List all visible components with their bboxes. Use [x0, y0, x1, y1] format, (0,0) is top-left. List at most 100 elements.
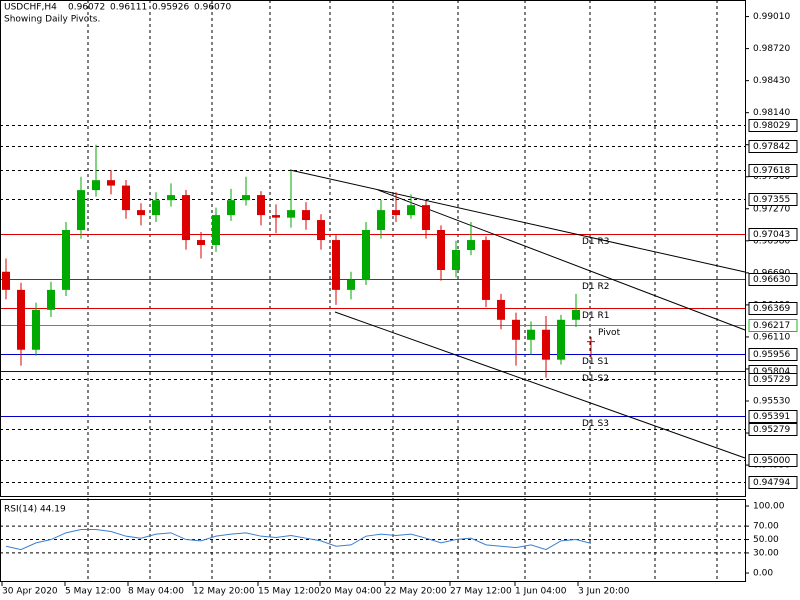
candle-body: [557, 319, 565, 360]
candle-body: [377, 210, 385, 230]
price-box-label: 0.98029: [753, 121, 790, 131]
candle-body: [542, 329, 550, 360]
price-box-label: 0.96369: [753, 304, 790, 314]
rsi-tick-label: 70.00: [753, 522, 779, 532]
x-tick-label: 15 May 12:00: [258, 587, 320, 597]
candle-body: [47, 289, 55, 310]
ohlc-open: 0.96072: [68, 3, 105, 13]
candle-body: [122, 185, 130, 211]
y-tick-label: 0.98140: [753, 108, 790, 118]
level-name: D1 S3: [582, 419, 609, 429]
price-box: [748, 273, 798, 286]
x-tick-label: 3 Jun 20:00: [578, 587, 630, 597]
price-box: [748, 454, 798, 467]
candle-body: [317, 220, 325, 241]
price-box-label: 0.97842: [753, 142, 790, 152]
candle-body: [497, 299, 505, 320]
price-box: [748, 348, 798, 361]
candle-body: [512, 319, 520, 340]
candle-body: [407, 205, 415, 216]
price-box: [748, 119, 798, 132]
price-box-label: 0.97355: [753, 195, 790, 205]
candle-body: [452, 249, 460, 270]
price-box-label: 0.97618: [753, 166, 790, 176]
candle-body: [362, 229, 370, 280]
candle-body: [62, 229, 70, 290]
candle-body: [482, 240, 490, 300]
y-tick-label: 0.99010: [753, 12, 790, 22]
vertical-grid: [87, 0, 718, 582]
rsi-tick-label: 30.00: [753, 548, 779, 558]
candle-body: [242, 195, 250, 201]
candle-body: [107, 180, 115, 186]
price-box-label: 0.94794: [753, 478, 790, 488]
candle-body: [17, 289, 25, 350]
price-box: [748, 164, 798, 177]
candle-body: [467, 240, 475, 250]
candle-body: [347, 279, 355, 290]
candle-body: [287, 210, 295, 218]
x-tick-label: 27 May 12:00: [450, 587, 512, 597]
rsi-tick-label: 100.00: [753, 502, 785, 512]
rsi-line: [5, 528, 592, 551]
candle-body: [587, 341, 595, 343]
price-box: [748, 373, 798, 386]
candle-body: [302, 210, 310, 221]
ohlc-low: 0.95926: [152, 3, 189, 13]
candle-body: [257, 195, 265, 216]
price-box-label: 0.95956: [753, 350, 790, 360]
price-box: [748, 319, 798, 332]
y-tick-label: 0.95530: [753, 396, 790, 406]
ohlc-close: 0.96070: [194, 3, 231, 13]
price-box: [748, 302, 798, 315]
level-name: D1 R1: [582, 311, 610, 321]
price-box-label: 0.96217: [753, 321, 790, 331]
y-tick-label: 0.98430: [753, 76, 790, 86]
y-tick-label: 0.96110: [753, 332, 790, 342]
candle-body: [227, 200, 235, 216]
candle-body: [182, 195, 190, 241]
candle-body: [152, 200, 160, 216]
candle-body: [212, 215, 220, 246]
pivot-note: Showing Daily Pivots.: [4, 15, 100, 25]
price-box-label: 0.95729: [753, 375, 790, 385]
x-tick-label: 20 May 04:00: [320, 587, 382, 597]
candle-body: [32, 309, 40, 350]
candle-body: [527, 329, 535, 340]
candle-body: [572, 309, 580, 320]
price-box: [748, 140, 798, 153]
x-tick-label: 30 Apr 2020: [2, 587, 58, 597]
price-box: [748, 228, 798, 241]
price-box: [748, 193, 798, 206]
x-tick-label: 12 May 20:00: [193, 587, 255, 597]
trend-lines: [289, 169, 746, 459]
main-frame: [0, 0, 746, 497]
ohlc-high: 0.96111: [110, 3, 147, 13]
candle-body: [2, 271, 10, 290]
price-box-label: 0.96630: [753, 275, 790, 285]
level-name: D1 S1: [582, 357, 609, 367]
rsi-tick-label: 50.00: [753, 535, 779, 545]
rsi-tick-label: 0.00: [753, 569, 773, 579]
candle-body: [392, 210, 400, 216]
y-tick-label: 0.97270: [753, 204, 790, 214]
x-tick-label: 8 May 04:00: [128, 587, 184, 597]
price-box-label: 0.95804: [753, 367, 790, 377]
x-tick-label: 5 May 12:00: [65, 587, 121, 597]
candle-body: [437, 229, 445, 270]
price-box: [748, 410, 798, 423]
x-tick-label: 22 May 20:00: [385, 587, 447, 597]
price-box-label: 0.95391: [753, 412, 790, 422]
candle-body: [197, 240, 205, 246]
symbol: USDCHF,H4: [4, 3, 57, 13]
candle-body: [332, 240, 340, 290]
level-name: D1 R3: [582, 237, 610, 247]
price-box: [748, 476, 798, 489]
candle-body: [272, 215, 280, 218]
x-tick-label: 1 Jun 04:00: [515, 587, 567, 597]
candle-body: [92, 180, 100, 191]
y-tick-label: 0.97560: [753, 172, 790, 182]
price-box-label: 0.95000: [753, 456, 790, 466]
y-tick-label: 0.96980: [753, 236, 790, 246]
